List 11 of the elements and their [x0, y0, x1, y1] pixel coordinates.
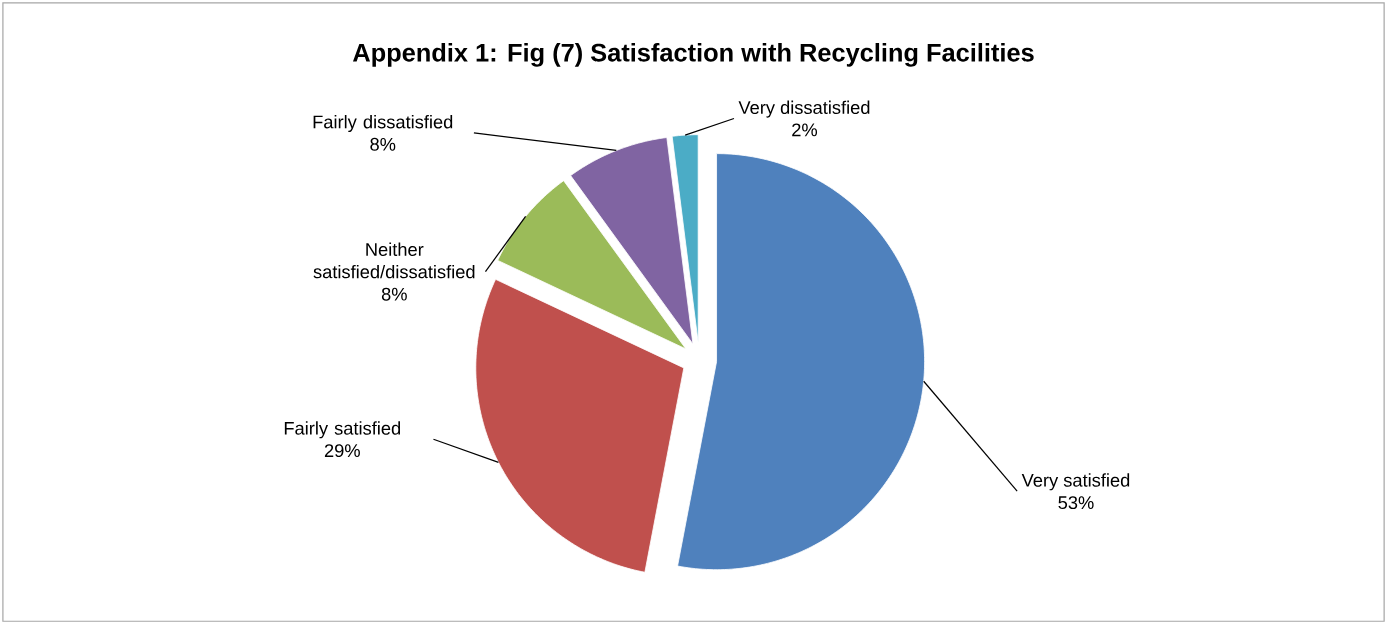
- data-label: 29%: [324, 444, 360, 458]
- data-label: 2%: [792, 123, 818, 137]
- slice-label: Neither satisfied/dissatisfied: [313, 242, 475, 279]
- data-label: 8%: [370, 137, 396, 151]
- slice-label: Very satisfied: [1021, 473, 1130, 491]
- data-label: 53%: [1058, 496, 1094, 510]
- slice-label: Very dissatisfied: [738, 100, 870, 118]
- data-label: 8%: [381, 287, 407, 301]
- slice-label: Fairly dissatisfied: [313, 114, 453, 132]
- slice-label: Fairly satisfied: [284, 421, 401, 439]
- chart-title: Appendix 1: Fig (7) Satisfaction with Recycling Facilities: [352, 42, 1034, 67]
